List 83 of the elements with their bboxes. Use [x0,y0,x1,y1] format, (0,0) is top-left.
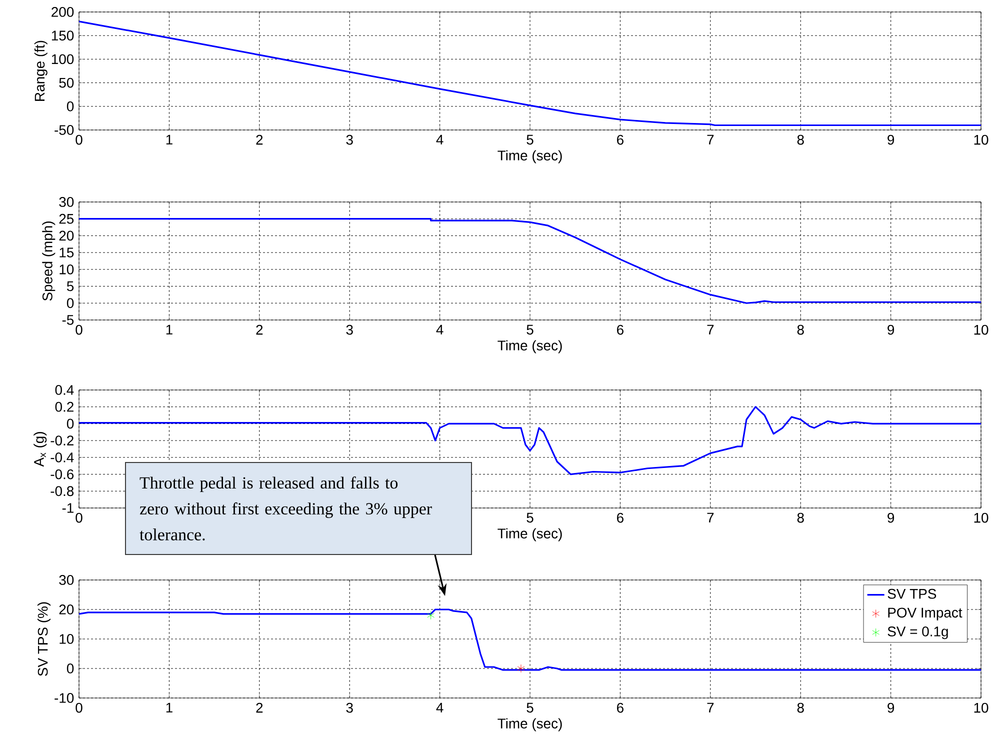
x-tick-label: 2 [256,702,263,713]
x-tick-label: 6 [617,512,624,523]
y-tick-label: 0.2 [55,402,74,412]
x-tick-label: 2 [256,324,263,335]
y-axis-title: SV TPS (%) [38,602,51,676]
x-tick-label: 7 [707,324,714,334]
y-tick-label: 15 [60,248,74,258]
y-axis-title: Speed (mph) [42,222,56,301]
x-tick-label: 4 [436,324,444,334]
x-tick-label: 7 [707,702,714,712]
x-tick-label: 10 [974,512,988,523]
x-tick-label: 0 [76,512,82,523]
y-tick-label: 30 [59,575,74,585]
y-tick-label: -1 [62,503,74,513]
y-tick-label: 5 [66,281,74,292]
y-tick-label: 25 [59,214,74,224]
x-tick-label: 2 [256,134,263,145]
x-tick-label: 0 [76,134,82,145]
x-tick-label: 8 [797,134,804,145]
x-tick-label: 8 [797,324,804,335]
x-tick-label: 5 [526,134,534,145]
x-axis-title: Time (sec) [498,150,562,164]
x-tick-label: 5 [526,702,534,713]
x-tick-label: 1 [166,324,172,334]
y-tick-label: 30 [59,197,74,207]
x-axis-title: Time (sec) [498,528,562,542]
x-tick-label: 5 [526,512,534,523]
x-tick-label: 9 [888,512,894,523]
y-tick-label: 100 [52,54,74,64]
y-tick-label: 0 [66,298,74,308]
line-series [78,406,982,476]
y-tick-label: -50 [54,125,74,135]
line-series [78,218,982,304]
annotation: Throttle pedal is released and falls to zero without first exceeding the 3% upper tolerance. [140,476,432,540]
y-tick-label: -0.2 [50,436,74,446]
legend-label: SV TPS [888,588,936,599]
y-tick-label: -5 [62,315,74,325]
x-tick-label: 6 [617,324,624,335]
y-tick-label: 20 [59,230,74,241]
x-tick-label: 10 [974,134,988,145]
x-tick-label: 7 [707,512,714,522]
y-tick-label: -0.4 [50,452,74,462]
x-tick-label: 8 [797,512,804,523]
x-tick-label: 8 [797,702,804,713]
x-tick-label: 9 [888,324,894,335]
x-tick-label: 0 [76,702,82,713]
x-tick-label: 6 [617,702,624,713]
y-axis-title: A$_{x}$ (g) [34,432,47,467]
x-tick-label: 3 [346,702,353,713]
y-tick-label: 0.4 [55,385,74,395]
x-tick-label: 1 [166,134,172,144]
legend-label: SV = 0.1g [888,626,948,640]
x-tick-label: 6 [617,134,624,145]
line-series [78,20,982,126]
x-tick-label: 5 [526,324,534,335]
x-tick-label: 7 [707,134,714,144]
x-tick-label: 10 [974,324,988,335]
x-tick-label: 1 [166,702,172,712]
x-axis-title: Time (sec) [498,718,562,732]
y-tick-label: 0 [66,418,74,429]
y-axis-title: Range (ft) [34,40,48,101]
y-tick-label: 50 [59,78,74,88]
x-tick-label: 3 [346,324,353,335]
x-tick-label: 10 [974,702,988,713]
x-tick-label: 4 [436,134,444,144]
x-tick-label: 9 [888,702,894,713]
y-tick-label: 10 [60,264,74,274]
x-tick-label: 9 [888,134,894,145]
y-tick-label: -0.6 [50,469,74,480]
x-tick-label: 4 [436,702,444,712]
y-tick-label: 10 [60,634,74,644]
y-tick-label: -0.8 [50,486,74,496]
y-tick-label: 0 [66,664,74,674]
legend-label: POV Impact [888,608,962,620]
x-tick-label: 3 [346,134,353,145]
y-tick-label: 150 [52,30,74,41]
y-tick-label: 20 [59,604,74,614]
y-tick-label: -10 [54,693,74,703]
y-tick-label: 200 [52,7,74,17]
x-axis-title: Time (sec) [498,340,562,354]
y-tick-label: 0 [66,101,74,112]
x-tick-label: 0 [76,324,82,335]
line-series [78,608,982,671]
